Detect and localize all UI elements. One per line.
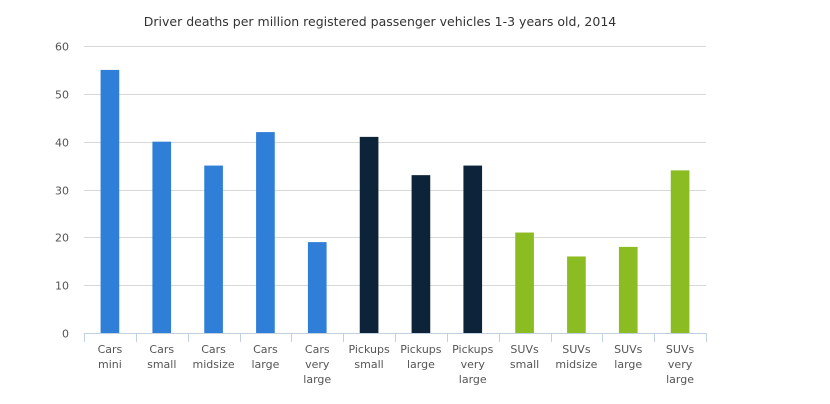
bar: [204, 165, 223, 333]
y-tick-label: 60: [55, 41, 69, 54]
x-category-label-line: Cars: [98, 343, 123, 356]
y-axis-ticks: 0 10 20 30 40 50 60: [55, 41, 69, 341]
x-category-label-line: midsize: [193, 358, 235, 371]
x-category-label-line: large: [251, 358, 279, 371]
bar: [670, 170, 690, 333]
bars: [100, 69, 690, 334]
x-category-label-line: mini: [98, 358, 122, 371]
bar: [256, 132, 275, 333]
bar: [618, 246, 638, 333]
x-category-label-line: large: [666, 373, 694, 386]
y-tick-label: 10: [55, 280, 69, 293]
x-category-label-line: SUVs: [614, 343, 643, 356]
x-category-label-line: very: [305, 358, 330, 371]
x-category-label-line: SUVs: [666, 343, 695, 356]
bar: [152, 141, 172, 333]
x-category-label: SUVs midsize: [555, 343, 597, 371]
x-category-label: SUVs small: [510, 343, 539, 371]
x-category-label: Cars very large: [303, 343, 331, 386]
x-category-label-line: Pickups: [400, 343, 441, 356]
y-tick-label: 50: [55, 89, 69, 102]
x-category-label-line: Cars: [201, 343, 226, 356]
x-category-label-line: small: [510, 358, 539, 371]
x-category-label-line: small: [354, 358, 383, 371]
bar: [100, 69, 120, 334]
y-tick-label: 0: [62, 328, 69, 341]
x-category-label: SUVs large: [614, 343, 643, 371]
bar: [567, 256, 586, 333]
x-category-label: Pickups small: [348, 343, 389, 371]
x-category-label-line: SUVs: [510, 343, 539, 356]
x-category-label-line: SUVs: [562, 343, 591, 356]
x-category-label: Pickups large: [400, 343, 441, 371]
x-category-label: Cars large: [251, 343, 279, 371]
y-tick-label: 30: [55, 185, 69, 198]
x-category-label-line: very: [461, 358, 486, 371]
x-category-label-line: large: [614, 358, 642, 371]
x-category-label-line: Cars: [253, 343, 278, 356]
bar: [411, 175, 431, 333]
x-category-label-line: Cars: [149, 343, 174, 356]
x-category-label: Cars mini: [98, 343, 123, 371]
x-category-label: SUVs very large: [666, 343, 695, 386]
x-axis: [84, 333, 707, 342]
chart-title: Driver deaths per million registered pas…: [144, 14, 617, 29]
x-category-label-line: Pickups: [348, 343, 389, 356]
bar: [359, 136, 379, 333]
y-tick-label: 20: [55, 232, 69, 245]
y-tick-label: 40: [55, 137, 69, 150]
x-category-label-line: Pickups: [452, 343, 493, 356]
bar: [307, 242, 327, 333]
x-category-label-line: large: [459, 373, 487, 386]
x-category-label-line: large: [303, 373, 331, 386]
x-category-label-line: midsize: [555, 358, 597, 371]
bar: [463, 165, 483, 333]
x-category-label-line: large: [407, 358, 435, 371]
x-category-label: Cars midsize: [193, 343, 235, 371]
x-category-label-line: very: [668, 358, 693, 371]
x-category-label: Pickups very large: [452, 343, 493, 386]
bar: [515, 232, 534, 333]
gridlines: [84, 46, 706, 286]
x-category-label: Cars small: [147, 343, 176, 371]
x-category-label-line: Cars: [305, 343, 330, 356]
x-category-label-line: small: [147, 358, 176, 371]
